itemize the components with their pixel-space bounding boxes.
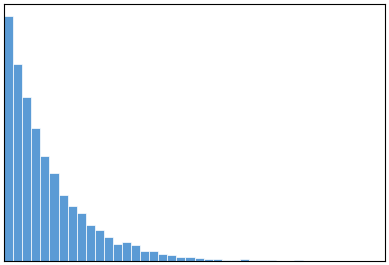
Bar [294,260,303,261]
Bar [104,237,113,261]
Bar [22,97,32,261]
Bar [149,251,158,261]
Bar [258,260,267,261]
Bar [4,16,13,261]
Bar [131,245,140,261]
Bar [49,173,59,261]
Bar [122,242,131,261]
Bar [213,259,222,261]
Bar [158,254,167,261]
Bar [267,260,276,261]
Bar [95,231,104,261]
Bar [186,257,194,261]
Bar [222,260,231,261]
Bar [140,251,149,261]
Bar [203,259,213,261]
Bar [176,257,186,261]
Bar [194,258,203,261]
Bar [167,255,176,261]
Bar [240,259,249,261]
Bar [86,225,95,261]
Bar [77,213,86,261]
Bar [249,260,258,261]
Bar [40,156,49,261]
Bar [32,128,40,261]
Bar [13,64,22,261]
Bar [59,195,68,261]
Bar [113,244,122,261]
Bar [68,206,77,261]
Bar [231,260,240,261]
